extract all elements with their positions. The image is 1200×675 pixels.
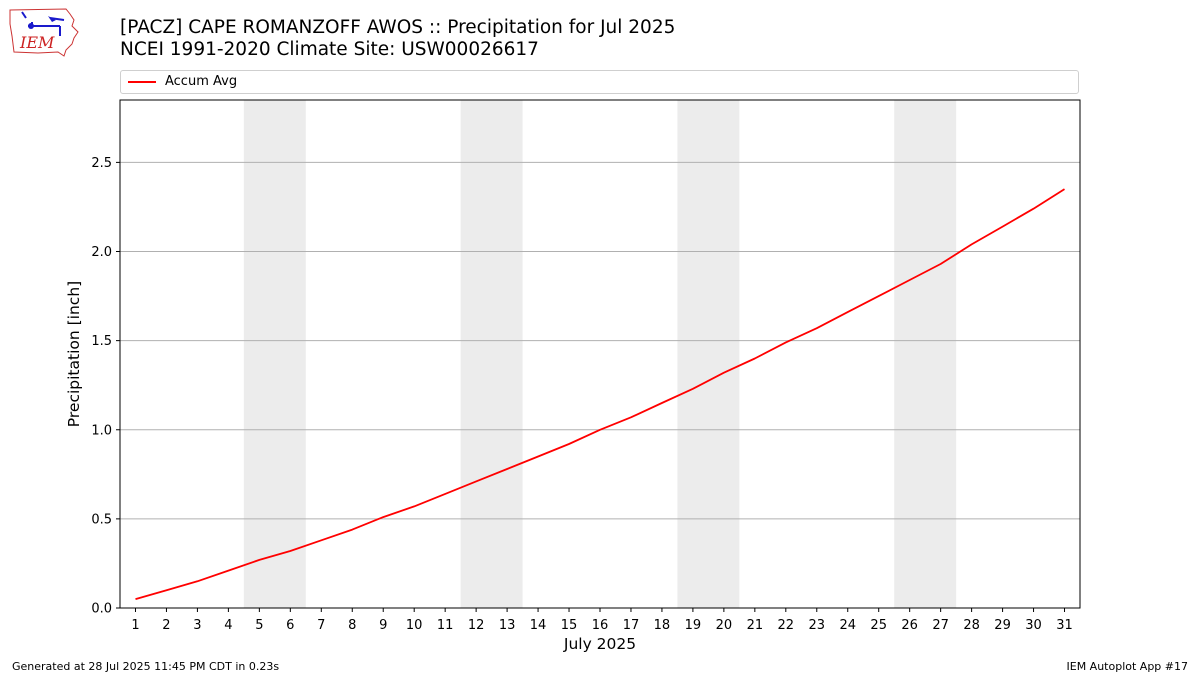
plot-frame bbox=[119, 99, 1081, 609]
x-tick-label: 2 bbox=[162, 618, 170, 633]
x-tick-label: 9 bbox=[379, 618, 387, 633]
x-tick-label: 19 bbox=[685, 618, 702, 633]
y-axis-label: Precipitation [inch] bbox=[65, 281, 83, 427]
chart-title: [PACZ] CAPE ROMANZOFF AWOS :: Precipitat… bbox=[120, 17, 676, 38]
iowa-outline-icon bbox=[9, 8, 79, 57]
logo-text: IEM bbox=[19, 33, 55, 52]
y-tick-label: 2.5 bbox=[91, 156, 112, 171]
weekend-band bbox=[677, 100, 740, 608]
y-tick-label: 0.5 bbox=[91, 512, 112, 527]
y-tick-label: 2.0 bbox=[91, 245, 112, 260]
weekend-band bbox=[243, 100, 306, 608]
weather-station-icon bbox=[21, 11, 65, 36]
footer-generated: Generated at 28 Jul 2025 11:45 PM CDT in… bbox=[12, 660, 280, 673]
x-tick-label: 25 bbox=[870, 618, 887, 633]
x-tick-label: 18 bbox=[654, 618, 671, 633]
x-tick-label: 23 bbox=[809, 618, 826, 633]
y-tick-label: 0.0 bbox=[91, 602, 112, 617]
x-tick-label: 13 bbox=[499, 618, 516, 633]
iem-logo: IEM bbox=[9, 8, 79, 57]
legend-swatch bbox=[128, 81, 156, 83]
x-tick-label: 5 bbox=[255, 618, 263, 633]
x-tick-label: 14 bbox=[530, 618, 547, 633]
weekend-band bbox=[460, 100, 523, 608]
x-tick-label: 27 bbox=[932, 618, 949, 633]
y-tick-label: 1.5 bbox=[91, 334, 112, 349]
chart-subtitle: NCEI 1991-2020 Climate Site: USW00026617 bbox=[120, 39, 539, 60]
series-line-accum-avg bbox=[135, 188, 1065, 600]
x-tick-label: 6 bbox=[286, 618, 294, 633]
x-tick-label: 10 bbox=[406, 618, 423, 633]
x-tick-label: 22 bbox=[778, 618, 795, 633]
weekend-band bbox=[894, 100, 957, 608]
x-tick-label: 29 bbox=[994, 618, 1011, 633]
x-tick-label: 16 bbox=[592, 618, 609, 633]
x-tick-label: 30 bbox=[1025, 618, 1042, 633]
footer-app: IEM Autoplot App #17 bbox=[1066, 660, 1189, 673]
x-tick-label: 7 bbox=[317, 618, 325, 633]
x-tick-label: 12 bbox=[468, 618, 485, 633]
x-tick-label: 31 bbox=[1056, 618, 1073, 633]
legend: Accum Avg bbox=[120, 70, 1079, 94]
x-tick-label: 3 bbox=[193, 618, 201, 633]
x-tick-label: 17 bbox=[623, 618, 640, 633]
x-tick-label: 28 bbox=[963, 618, 980, 633]
x-tick-label: 8 bbox=[348, 618, 356, 633]
legend-label: Accum Avg bbox=[165, 74, 238, 89]
x-tick-label: 24 bbox=[839, 618, 856, 633]
x-tick-label: 1 bbox=[131, 618, 139, 633]
x-tick-label: 11 bbox=[437, 618, 454, 633]
x-tick-label: 4 bbox=[224, 618, 232, 633]
x-tick-label: 15 bbox=[561, 618, 578, 633]
x-tick-label: 26 bbox=[901, 618, 918, 633]
x-axis-label: July 2025 bbox=[563, 635, 636, 653]
y-tick-label: 1.0 bbox=[91, 423, 112, 438]
x-tick-label: 21 bbox=[747, 618, 764, 633]
x-tick-label: 20 bbox=[716, 618, 733, 633]
